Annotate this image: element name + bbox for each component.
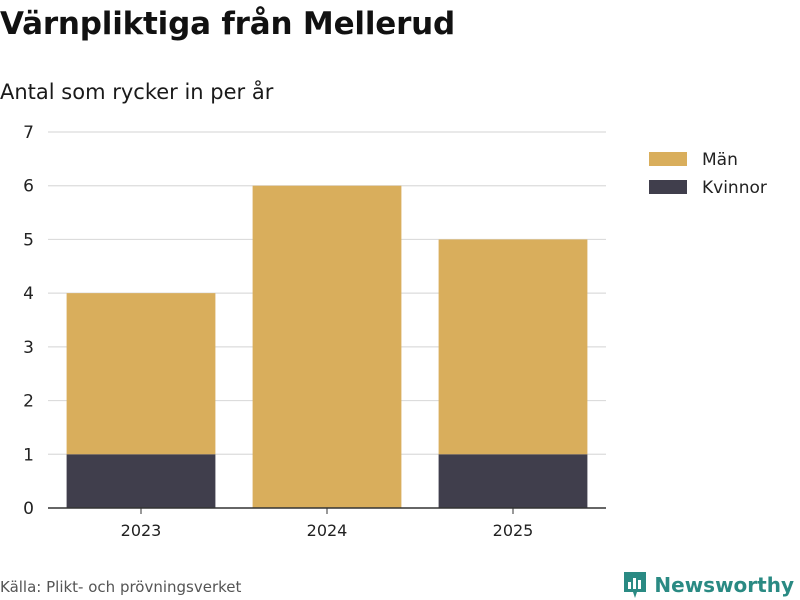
chart-subtitle: Antal som rycker in per år (0, 80, 274, 104)
x-tick-label-2025: 2025 (493, 521, 534, 540)
bar-2025-mn[interactable] (438, 239, 588, 455)
bar-2025-kvinnor[interactable] (438, 454, 588, 508)
x-tick-label-2023: 2023 (121, 521, 162, 540)
brand-logo: Newsworthy (622, 570, 794, 600)
y-tick-label: 1 (23, 445, 34, 465)
y-tick-label: 4 (23, 284, 34, 304)
bar-2024-mn[interactable] (252, 185, 402, 508)
legend-label: Män (702, 150, 738, 170)
legend-label: Kvinnor (702, 178, 767, 198)
x-tick-label-2024: 2024 (307, 521, 348, 540)
newsworthy-logo-icon (624, 572, 647, 598)
legend: Män Kvinnor (649, 150, 767, 198)
legend-swatch-kvinnor (649, 180, 687, 194)
y-tick-label: 3 (23, 338, 34, 358)
source-note: Källa: Plikt- och prövningsverket (0, 578, 242, 596)
bar-2023-mn[interactable] (66, 293, 216, 455)
y-tick-label: 6 (23, 177, 34, 197)
axes: 0 1 2 3 4 5 6 7 2023 2024 2025 (23, 123, 606, 540)
brand-name: Newsworthy (654, 573, 794, 597)
y-tick-label: 5 (23, 230, 34, 250)
y-tick-label: 7 (23, 123, 34, 143)
bar-2023-kvinnor[interactable] (66, 454, 216, 508)
legend-swatch-mn (649, 152, 687, 166)
y-tick-label: 0 (23, 499, 34, 519)
bars (66, 185, 588, 508)
y-tick-label: 2 (23, 392, 34, 412)
chart-title: Värnpliktiga från Mellerud (0, 6, 456, 42)
